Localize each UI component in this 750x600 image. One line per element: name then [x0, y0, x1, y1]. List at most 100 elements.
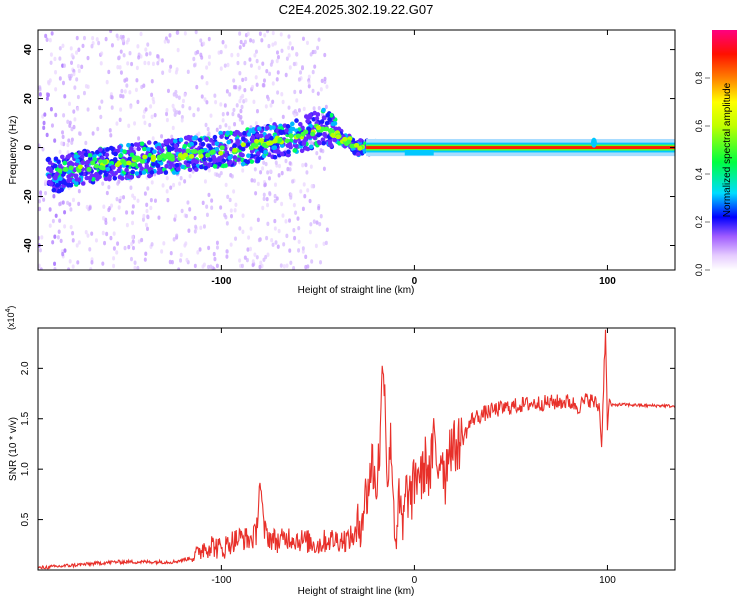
snr-x-tick-label: -100 [211, 575, 231, 586]
spectrogram-noise-mark [311, 69, 315, 75]
spectrogram-noise-mark [108, 128, 112, 133]
spectrogram-noise-mark [104, 36, 108, 42]
spectrogram-noise-mark [156, 54, 160, 59]
spectrogram-band-mark [118, 153, 123, 158]
spectrogram-band-mark [306, 126, 312, 132]
spectrogram-band-mark [294, 118, 299, 123]
spectrogram-noise-mark [239, 108, 243, 114]
spectrogram-noise-mark [275, 196, 279, 201]
spectrogram-noise-mark [210, 198, 214, 203]
spectrogram-noise-mark [322, 166, 326, 171]
spectrogram-band-mark [157, 166, 162, 172]
spectrogram-noise-mark [169, 185, 173, 190]
spectrogram-noise-mark [118, 198, 122, 204]
spectrogram-noise-mark [221, 112, 225, 117]
spectrogram-noise-mark [241, 229, 245, 235]
spectrogram-noise-mark [160, 134, 164, 139]
spectrogram-noise-mark [195, 84, 199, 90]
spectrogram-noise-mark [288, 41, 292, 46]
spectrogram-band-mark [180, 164, 185, 170]
svg-text:(x104): (x104) [5, 306, 16, 330]
spectrogram-noise-mark [297, 239, 301, 244]
spectrogram-band-mark [74, 176, 80, 182]
spectrogram-noise-mark [291, 179, 295, 184]
spectrogram-noise-mark [181, 103, 185, 109]
spectrogram-core-mark [156, 156, 163, 161]
spectrogram-noise-mark [41, 147, 45, 152]
spectrogram-noise-mark [71, 197, 75, 203]
spectrogram-noise-mark [135, 65, 139, 71]
spectrogram-noise-mark [38, 199, 42, 204]
spectrogram-noise-mark [109, 235, 113, 241]
spectrogram-noise-mark [186, 200, 190, 205]
spectrogram-noise-mark [229, 208, 233, 213]
spectrogram-band-mark [240, 161, 246, 167]
spectrogram-noise-mark [110, 203, 114, 208]
spectrogram-noise-mark [308, 198, 312, 204]
spectrogram-noise-mark [122, 53, 126, 58]
spectrogram-core-mark [323, 126, 330, 132]
spectrogram-noise-mark [264, 104, 268, 109]
spectrogram-band-mark [248, 128, 253, 133]
spectrogram-band-mark [60, 154, 65, 160]
spectrogram-core-mark [121, 159, 127, 165]
spectrogram-noise-mark [301, 36, 305, 42]
spectrogram-noise-mark [68, 123, 72, 128]
spectrogram-noise-mark [110, 95, 114, 100]
spectrogram-band-mark [212, 156, 218, 162]
spectrogram-noise-mark [238, 98, 242, 104]
spectrogram-noise-mark [239, 39, 243, 45]
spectrogram-noise-mark [186, 69, 190, 75]
spectrogram-noise-mark [274, 240, 278, 245]
spectrogram-noise-mark [254, 75, 258, 80]
spectrogram-noise-mark [69, 207, 73, 212]
spectrogram-noise-mark [180, 118, 184, 123]
spectrogram-band-mark [219, 134, 224, 139]
spectrogram-panel: -100 0 100 -40 -20 0 20 40 Height of straight … [8, 29, 676, 296]
spectrogram-noise-mark [192, 56, 196, 62]
spectrogram-noise-mark [162, 241, 166, 246]
spectrogram-core-mark [250, 142, 257, 148]
spectrogram-noise-mark [119, 93, 123, 99]
spectrogram-noise-mark [77, 201, 81, 207]
spectrogram-noise-mark [188, 207, 192, 212]
spectrogram-noise-mark [227, 125, 231, 130]
spectrogram-noise-mark [105, 79, 109, 85]
spectrogram-band-mark [288, 129, 293, 135]
spectrogram-noise-mark [101, 230, 105, 236]
spectrogram-noise-mark [142, 83, 146, 88]
spectrogram-noise-mark [268, 169, 272, 174]
spectrogram-noise-mark [150, 114, 154, 120]
spectrogram-noise-mark [39, 267, 43, 270]
spectrogram-noise-mark [205, 65, 209, 70]
spectrogram-band-mark [54, 183, 60, 188]
spectrogram-noise-mark [66, 200, 70, 206]
spectrogram-noise-mark [214, 99, 218, 105]
spectrogram-noise-mark [143, 191, 147, 196]
snr-panel: -100 0 100 0.5 1.0 1.5 2.0 Height of straight… [5, 306, 676, 597]
spectrogram-noise-mark [275, 77, 279, 82]
spectrogram-noise-mark [105, 231, 109, 237]
spectrogram-noise-mark [144, 47, 148, 52]
spectrogram-noise-mark [223, 63, 227, 68]
spectrogram-band-mark [124, 167, 129, 173]
spectrogram-noise-mark [137, 239, 141, 244]
spectrogram-noise-mark [219, 66, 223, 71]
spectrogram-band-mark [150, 162, 156, 167]
spectrogram-noise-mark [318, 155, 322, 160]
spectrogram-noise-mark [271, 99, 275, 105]
spectrogram-noise-mark [82, 90, 86, 96]
spectrogram-noise-mark [58, 149, 62, 155]
spectrogram-noise-mark [266, 30, 270, 34]
spectrogram-noise-mark [165, 117, 169, 123]
spectrogram-core-mark [126, 160, 132, 166]
spectrogram-noise-mark [225, 221, 229, 226]
spectrogram-noise-mark [226, 62, 230, 68]
spectrogram-noise-mark [269, 103, 273, 108]
spectrogram-noise-mark [265, 196, 269, 202]
spectrogram-x-axis-label: Height of straight line (km) [298, 285, 415, 296]
spectrogram-noise-mark [136, 44, 140, 49]
spectrogram-band-mark [352, 150, 357, 155]
spectrogram-band-mark [80, 181, 86, 186]
colorbar: 0.0 0.2 0.4 0.6 0.8 Normalized spectral ampl… [694, 30, 737, 276]
